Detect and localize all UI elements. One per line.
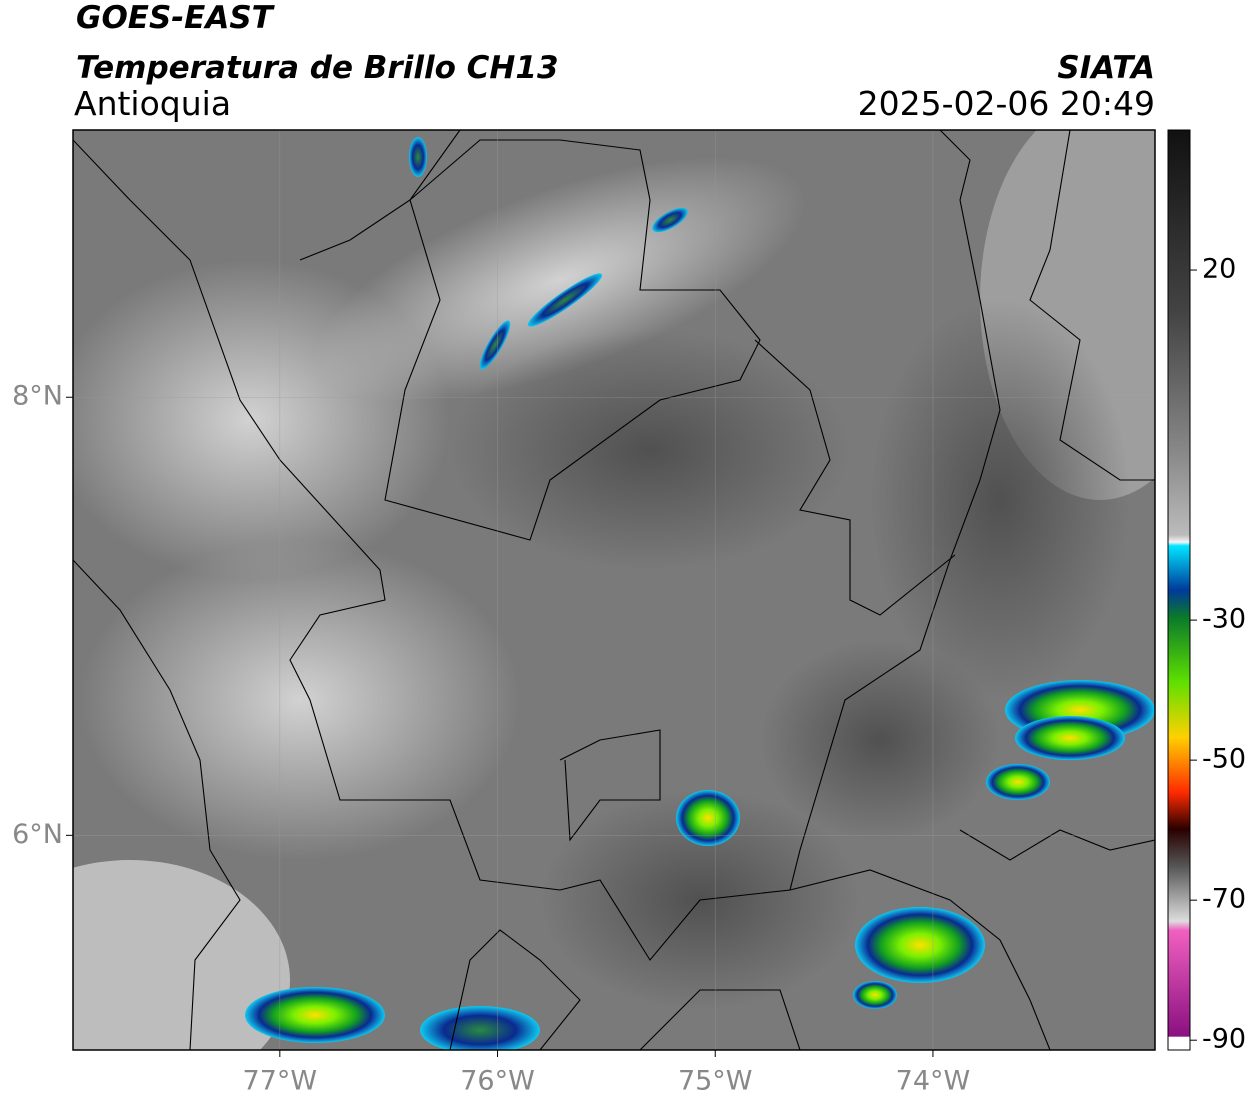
y-tick-label: 6°N: [12, 819, 63, 850]
source: SIATA: [1057, 50, 1155, 86]
x-tick-label: 77°W: [243, 1066, 318, 1097]
graticule: [73, 130, 1155, 1050]
region: Antioquia: [74, 84, 231, 123]
x-tick-label: 75°W: [678, 1066, 753, 1097]
x-tick-label: 76°W: [460, 1066, 535, 1097]
colorbar-label: -90: [1202, 1024, 1246, 1055]
title: GOES-EAST: [76, 0, 276, 36]
subtitle: Temperatura de Brillo CH13: [76, 50, 559, 86]
map-frame: [72, 129, 1156, 1051]
y-tick-label: 8°N: [12, 381, 63, 412]
colorbar-label: -50: [1202, 744, 1246, 775]
datetime: 2025-02-06 20:49: [858, 84, 1155, 123]
colorbar-label: -30: [1202, 604, 1246, 635]
colorbar-label: 20: [1202, 254, 1236, 285]
colorbar-label: -70: [1202, 884, 1246, 915]
imagery: [73, 130, 1155, 1050]
colorbar: [1167, 129, 1191, 1051]
x-tick-label: 74°W: [896, 1066, 971, 1097]
